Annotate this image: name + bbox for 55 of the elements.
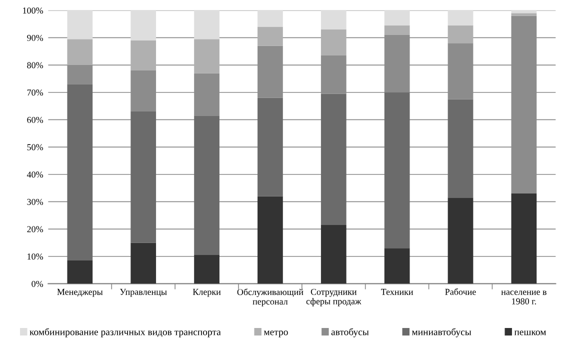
y-tick-label: 90% <box>27 34 44 41</box>
y-tick-label: 30% <box>27 198 44 205</box>
y-tick-label: 20% <box>27 226 44 232</box>
bar <box>511 194 537 284</box>
bar <box>258 10 283 27</box>
bar <box>67 39 93 66</box>
bar <box>384 92 410 248</box>
bar <box>67 10 93 40</box>
bar <box>384 248 410 284</box>
bar <box>194 39 220 74</box>
bar <box>320 30 346 56</box>
legend-label: пешком <box>514 330 546 336</box>
legend-label: комбинирование различных видов транспорта <box>30 328 221 338</box>
bar <box>448 99 474 198</box>
x-tick-label: Техники <box>381 288 414 295</box>
x-tick-label: Рабочие <box>445 288 476 295</box>
bar <box>384 10 410 26</box>
bar <box>258 196 283 284</box>
legend-label: миниавтобусы <box>412 328 472 338</box>
bar <box>258 26 283 46</box>
x-tick-label: Менеджеры <box>57 288 103 297</box>
y-tick-label: 70% <box>27 90 44 96</box>
y-tick-label: 60% <box>27 116 44 123</box>
legend-label: автобусы <box>331 328 369 338</box>
bar <box>130 10 156 40</box>
bar <box>384 25 410 35</box>
bar <box>67 84 93 260</box>
bar <box>194 116 220 256</box>
x-tick-label: Управленцы <box>120 288 167 297</box>
y-tick-label: 50% <box>27 144 44 150</box>
bar <box>448 10 474 26</box>
bar <box>130 112 156 243</box>
x-tick-label: Обслуживающий персонал <box>237 288 304 306</box>
bar <box>511 13 537 16</box>
y-tick-label: 10% <box>28 254 44 260</box>
bar <box>67 260 93 284</box>
bar <box>448 198 474 284</box>
x-tick-label: население в 1980 г. <box>501 290 546 304</box>
bar <box>320 10 346 30</box>
x-tick-label: Сотрудники сферы продаж <box>306 288 362 306</box>
bar <box>320 224 346 284</box>
y-tick-label: 40% <box>26 172 44 178</box>
bar <box>258 98 283 196</box>
y-tick-label: 80% <box>27 62 44 68</box>
bar <box>130 242 156 284</box>
y-tick-label: 100% <box>23 8 44 14</box>
bar <box>194 10 220 40</box>
legend-label: метро <box>264 330 288 338</box>
bar <box>448 25 474 44</box>
bar <box>194 255 220 284</box>
y-tick-label: 0% <box>32 280 44 287</box>
bar <box>511 10 537 14</box>
x-tick-label: Клерки <box>192 288 221 297</box>
bar <box>320 94 346 225</box>
bar <box>130 40 156 71</box>
